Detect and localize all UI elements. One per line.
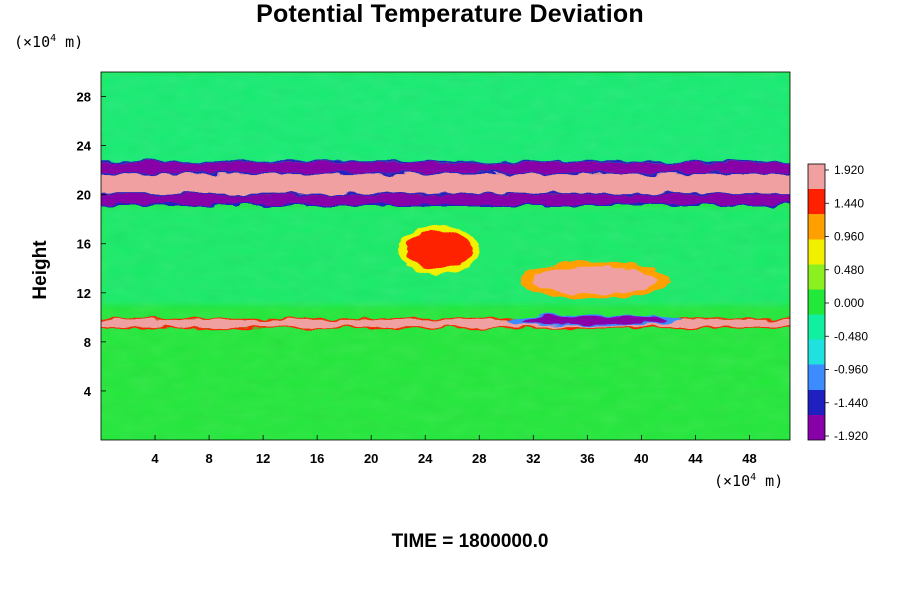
x-axis-unit: (×104 m) bbox=[714, 472, 784, 490]
colorbar-label: 1.440 bbox=[834, 196, 864, 210]
x-axis-ticks: 4 8 12 16 20 24 28 32 36 40 44 48 bbox=[151, 435, 757, 466]
y-tick-label: 12 bbox=[77, 286, 91, 301]
y-axis-ticks: 4 8 12 16 20 24 28 bbox=[77, 90, 106, 399]
x-tick-label: 32 bbox=[526, 451, 540, 466]
y-tick-label: 24 bbox=[77, 139, 92, 154]
x-tick-label: 8 bbox=[205, 451, 212, 466]
positive-blob bbox=[398, 225, 480, 275]
chart-title: Potential Temperature Deviation bbox=[256, 0, 644, 28]
colorbar-label: -0.960 bbox=[834, 363, 868, 377]
band-core bbox=[101, 194, 790, 205]
band-edge bbox=[101, 161, 790, 163]
x-tick-label: 44 bbox=[688, 451, 703, 466]
negative-band bbox=[101, 161, 790, 175]
blob-core bbox=[404, 230, 473, 269]
band-core bbox=[101, 319, 790, 328]
heatmap-field bbox=[101, 72, 790, 440]
colorbar bbox=[807, 163, 826, 441]
y-tick-label: 4 bbox=[84, 384, 92, 399]
x-tick-label: 20 bbox=[364, 451, 378, 466]
band-core bbox=[101, 172, 790, 195]
colorbar-label: 0.480 bbox=[834, 263, 864, 277]
negative-blob bbox=[506, 314, 682, 326]
y-tick-label: 20 bbox=[77, 188, 91, 203]
x-tick-label: 4 bbox=[151, 451, 159, 466]
x-tick-label: 12 bbox=[256, 451, 270, 466]
positive-blob bbox=[519, 262, 669, 299]
y-axis-unit: (×104 m) bbox=[14, 33, 84, 51]
y-tick-label: 28 bbox=[77, 90, 91, 105]
colorbar-label: -1.440 bbox=[834, 396, 868, 410]
y-tick-label: 8 bbox=[84, 335, 91, 350]
positive-band bbox=[101, 318, 790, 329]
x-tick-label: 40 bbox=[634, 451, 648, 466]
colorbar-label: 0.000 bbox=[834, 296, 864, 310]
positive-band bbox=[101, 171, 790, 197]
x-tick-label: 48 bbox=[742, 451, 756, 466]
band-edge bbox=[101, 193, 790, 195]
plot-frame bbox=[100, 71, 791, 441]
band-core bbox=[101, 162, 790, 173]
negative-band bbox=[101, 193, 790, 206]
band-edge bbox=[101, 318, 790, 320]
blob-core bbox=[532, 266, 657, 295]
x-tick-label: 36 bbox=[580, 451, 594, 466]
colorbar-labels: 1.920 1.440 0.960 0.480 0.000 -0.480 -0.960 -1.… bbox=[825, 163, 868, 443]
band-edge bbox=[101, 327, 790, 329]
y-axis-label: Height bbox=[30, 240, 51, 300]
band-edge bbox=[101, 204, 790, 206]
y-tick-label: 16 bbox=[77, 237, 91, 252]
x-tick-label: 28 bbox=[472, 451, 486, 466]
colorbar-label: -0.480 bbox=[834, 329, 868, 343]
blob-core bbox=[520, 316, 668, 325]
x-tick-label: 24 bbox=[418, 451, 433, 466]
colorbar-label: 0.960 bbox=[834, 230, 864, 244]
x-tick-label: 16 bbox=[310, 451, 324, 466]
time-label: TIME = 1800000.0 bbox=[391, 531, 549, 552]
band-edge bbox=[101, 172, 790, 175]
colorbar-label: -1.920 bbox=[834, 429, 868, 443]
colorbar-label: 1.920 bbox=[834, 163, 864, 177]
